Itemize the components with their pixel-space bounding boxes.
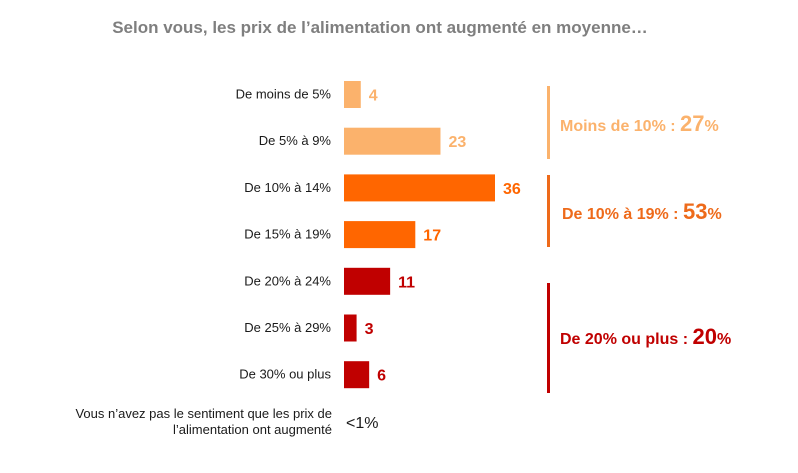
bar bbox=[344, 174, 495, 202]
group-label-low-unit: % bbox=[704, 118, 719, 135]
group-bracket-high bbox=[547, 283, 550, 393]
bar-value-label: 23 bbox=[448, 134, 466, 151]
group-label-high: De 20% ou plus : 20% bbox=[560, 324, 731, 350]
group-label-low-value: 27 bbox=[680, 111, 705, 136]
group-label-high-value: 20 bbox=[692, 324, 717, 349]
category-label: De 25% à 29% bbox=[244, 320, 331, 335]
bar bbox=[344, 221, 416, 249]
category-label: De 20% à 24% bbox=[244, 273, 331, 288]
bar bbox=[344, 127, 441, 155]
category-label: De 15% à 19% bbox=[244, 227, 331, 242]
bar-value-label: 6 bbox=[377, 368, 386, 385]
bar-value-label: 36 bbox=[503, 181, 521, 198]
bar-value-label: 4 bbox=[369, 88, 378, 105]
category-label: De moins de 5% bbox=[236, 87, 332, 102]
chart-title: Selon vous, les prix de l’alimentation o… bbox=[112, 18, 648, 37]
group-label-high-text: De 20% ou plus : bbox=[560, 331, 693, 348]
bar bbox=[344, 314, 357, 342]
extra-category-label-line1: Vous n’avez pas le sentiment que les pri… bbox=[75, 406, 332, 421]
bar-value-label: 11 bbox=[398, 274, 415, 291]
group-label-high-unit: % bbox=[716, 331, 732, 348]
bar-value-label: 3 bbox=[365, 321, 374, 338]
group-label-mid-value: 53 bbox=[682, 199, 708, 224]
category-label: De 10% à 14% bbox=[244, 180, 331, 195]
group-label-mid: De 10% à 19% : 53% bbox=[562, 199, 722, 225]
bar bbox=[344, 361, 370, 389]
group-bracket-low bbox=[547, 86, 550, 159]
extra-category-value: <1% bbox=[346, 415, 379, 432]
extra-category-label: Vous n’avez pas le sentiment que les pri… bbox=[30, 406, 332, 438]
group-label-mid-unit: % bbox=[707, 206, 722, 223]
group-label-mid-text: De 10% à 19% : bbox=[562, 206, 683, 223]
group-label-low: Moins de 10% : 27% bbox=[560, 111, 719, 137]
group-bracket-mid bbox=[547, 175, 550, 247]
category-label: De 30% ou plus bbox=[239, 367, 331, 382]
bar-value-label: 17 bbox=[423, 228, 441, 245]
bar bbox=[344, 81, 361, 108]
category-label: De 5% à 9% bbox=[259, 133, 332, 148]
group-label-low-text: Moins de 10% : bbox=[560, 118, 681, 135]
bar bbox=[344, 267, 391, 295]
extra-category-label-line2: l’alimentation ont augmenté bbox=[173, 422, 332, 437]
